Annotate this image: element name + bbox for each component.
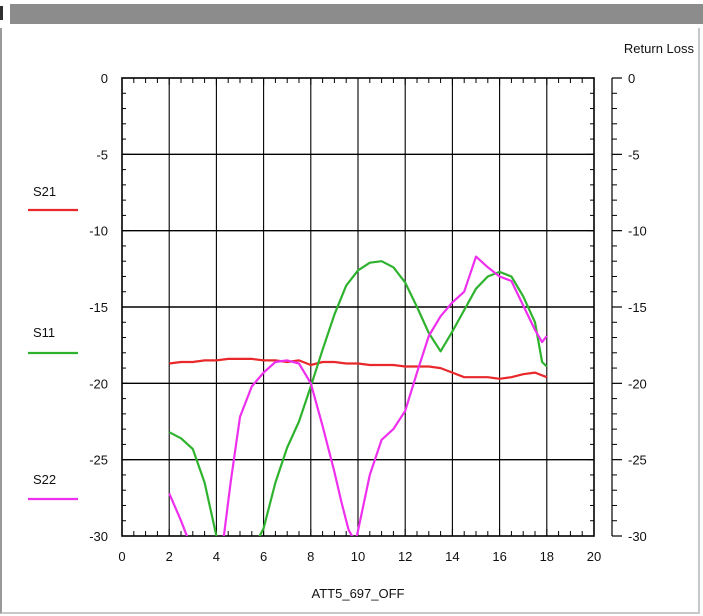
legend-label-s22: S22 bbox=[33, 472, 56, 487]
x-tick-label: 18 bbox=[540, 549, 554, 564]
y-tick-label-left: -5 bbox=[96, 147, 108, 162]
x-tick-label: 14 bbox=[445, 549, 459, 564]
y-tick-label-left: -15 bbox=[89, 300, 108, 315]
grid bbox=[121, 77, 595, 537]
x-tick-label: 8 bbox=[307, 549, 314, 564]
window-edge-marker bbox=[0, 6, 3, 20]
y-tick-label-left: 0 bbox=[101, 71, 108, 86]
x-tick-label: 4 bbox=[213, 549, 220, 564]
axis-ticks bbox=[121, 77, 622, 537]
y-tick-label-right: -20 bbox=[628, 376, 647, 391]
x-tick-label: 10 bbox=[351, 549, 365, 564]
x-tick-label: 20 bbox=[587, 549, 601, 564]
y-tick-label-left: -30 bbox=[89, 529, 108, 544]
series-lines bbox=[168, 255, 548, 536]
window-title-bar bbox=[10, 4, 703, 24]
legend: S21 S11 S22 bbox=[28, 184, 78, 501]
y-tick-label-right: 0 bbox=[628, 71, 635, 86]
y-tick-label-right: -25 bbox=[628, 453, 647, 468]
x-tick-label: 0 bbox=[118, 549, 125, 564]
y-tick-label-left: -20 bbox=[89, 376, 108, 391]
x-tick-label: 12 bbox=[398, 549, 412, 564]
x-axis-title: ATT5_697_OFF bbox=[312, 586, 405, 601]
axis-labels: 0 2 4 6 8 10 12 14 16 18 20 0 -5 -10 -15 -20 -25 -30 0 -5 -1… bbox=[89, 71, 647, 564]
y-tick-label-right: -5 bbox=[628, 147, 640, 162]
x-tick-label: 16 bbox=[492, 549, 506, 564]
series-s22-line bbox=[168, 255, 548, 536]
y-tick-label-right: -15 bbox=[628, 300, 647, 315]
y-tick-label-right: -30 bbox=[628, 529, 647, 544]
x-tick-label: 2 bbox=[166, 549, 173, 564]
chart-frame bbox=[0, 28, 700, 614]
series-s21-line bbox=[169, 357, 548, 380]
series-s11-line bbox=[168, 260, 548, 536]
y-tick-label-right: -10 bbox=[628, 224, 647, 239]
x-tick-label: 6 bbox=[260, 549, 267, 564]
y-tick-label-left: -10 bbox=[89, 224, 108, 239]
legend-label-s21: S21 bbox=[33, 184, 56, 199]
right-axis-title: Return Loss bbox=[624, 41, 695, 56]
y-tick-label-left: -25 bbox=[89, 453, 108, 468]
legend-label-s11: S11 bbox=[33, 325, 55, 340]
